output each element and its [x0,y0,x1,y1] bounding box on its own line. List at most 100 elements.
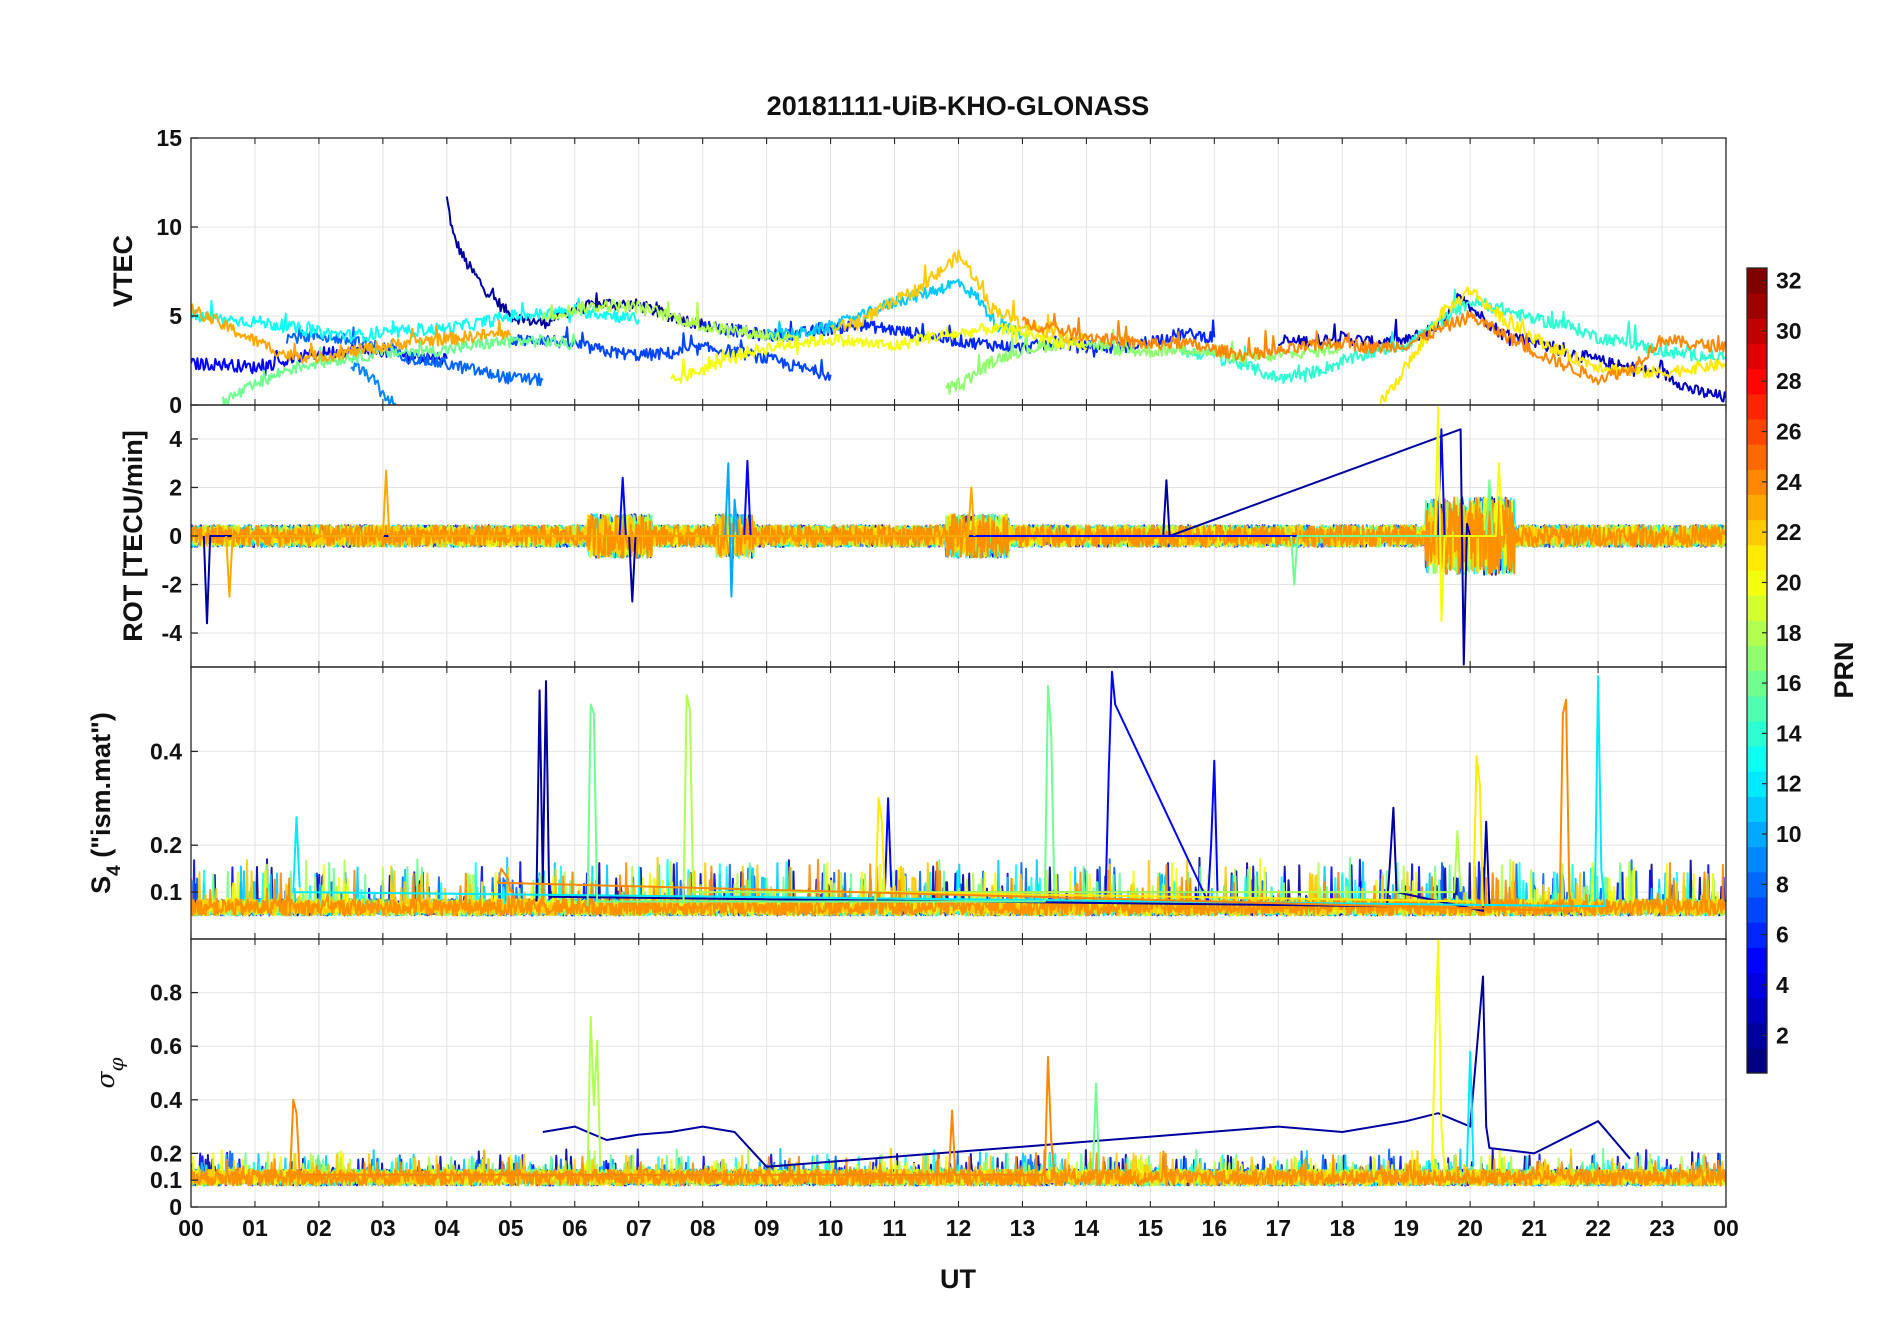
sigma-symbol: σ [91,1071,120,1089]
colorbar-step [1747,268,1767,294]
colorbar-tick-label: 26 [1776,419,1802,445]
s4-series-prn-12 [292,675,1606,908]
colorbar-tick-label: 16 [1776,670,1802,696]
vtec-y-ticks: 0 5 10 15 [156,125,1727,418]
colorbar-step [1747,922,1767,948]
sigma-phi-y-ticks: 00.10.2 0.4 0.6 0.8 [150,939,1727,1220]
colorbar-tick-label: 28 [1776,368,1802,394]
colorbar-step [1747,418,1767,445]
colorbar-step [1747,645,1767,672]
x-tick-label: 03 [370,1215,396,1241]
x-tick-label: 04 [434,1215,460,1241]
x-tick-label: 00 [178,1215,204,1241]
x-tick-label: 10 [818,1215,844,1241]
colorbar-step [1747,972,1767,999]
sigma-series-prn-2 [542,975,1631,1168]
rot-ylabel: ROT [TECU/min] [118,430,148,641]
sigma-series-prn-12 [1466,1050,1475,1167]
colorbar-step [1747,695,1767,722]
colorbar-tick-label: 6 [1776,922,1789,948]
x-tick-label: 09 [754,1215,780,1241]
rot-ytick-label: -2 [162,572,182,598]
vtec-series-prn-13 [191,297,640,343]
colorbar-step [1747,595,1767,621]
s4-ytick-label: 0.1 [150,879,182,905]
s4-panel: 0.1 0.2 0.4 S4 ("ism.mat") [86,666,1727,940]
x-tick-label: 23 [1649,1215,1675,1241]
colorbar-label: PRN [1829,641,1859,698]
colorbar-step [1747,1047,1767,1074]
colorbar-step [1747,997,1767,1024]
vtec-series-prn-9 [350,361,397,405]
s4-noise-prn-24 [191,858,1726,917]
x-tick-label: 12 [946,1215,972,1241]
colorbar-step [1747,1022,1767,1049]
colorbar-tick-label: 14 [1776,720,1802,746]
x-tick-label: 14 [1074,1215,1100,1241]
phi-subscript: φ [104,1057,128,1071]
colorbar-step [1747,720,1767,747]
colorbar-step [1747,293,1767,319]
colorbar-tick-label: 12 [1776,771,1802,797]
x-tick-label: 07 [626,1215,652,1241]
colorbar-step [1747,745,1767,772]
s4-traces [191,670,1726,917]
rot-ytick-label: -4 [162,620,183,646]
s4-y-ticks: 0.1 0.2 0.4 [150,667,1727,939]
vtec-series-prn-16 [222,333,576,405]
x-tick-label: 16 [1202,1215,1228,1241]
x-tick-label: 15 [1138,1215,1164,1241]
vtec-ytick-label: 0 [169,392,182,418]
x-tick-label: 18 [1329,1215,1355,1241]
vtec-series-prn-22 [830,249,1088,344]
sigma-ytick-label: 0.2 [150,1140,182,1166]
colorbar-tick-label: 4 [1776,972,1789,998]
s4-series-prn-5 [883,670,1219,903]
rot-series-prn-10 [724,462,739,598]
rot-series-prn-5 [618,428,1446,537]
rot-noise-prn-24 [191,496,1726,575]
s4-ylabel: S4 ("ism.mat") [86,712,125,894]
chart-title: 20181111-UiB-KHO-GLONASS [767,91,1150,121]
colorbar-tick-label: 8 [1776,871,1789,897]
s4-series-prn-18 [682,694,1462,902]
sigma-ytick-label: 0.6 [150,1033,182,1059]
x-tick-label: 05 [498,1215,524,1241]
colorbar-tick-label: 20 [1776,569,1802,595]
colorbar-step [1747,947,1767,973]
vtec-series-prn-20 [670,322,1088,384]
colorbar-step [1747,494,1767,521]
vtec-ytick-label: 15 [156,125,182,151]
sigma-series-prn-24 [289,1055,1056,1176]
sigma-ytick-label: 0.8 [150,980,182,1006]
x-tick-label: 06 [562,1215,588,1241]
sigma-noise-prn-24 [191,1149,1726,1187]
vtec-series-prn-23 [191,303,512,364]
sigma-ytick-label: 0.4 [150,1087,182,1113]
x-tick-label: 00 [1713,1215,1739,1241]
sigma-ytick-label: 0 [169,1194,182,1220]
vtec-series-prn-14 [1181,288,1726,385]
colorbar-step [1747,871,1767,898]
colorbar-step [1747,569,1767,596]
sigma-series-prn-20 [1430,939,1446,1170]
vtec-traces [191,196,1726,405]
colorbar-step [1747,469,1767,496]
x-tick-label: 01 [242,1215,268,1241]
x-tick-label: 21 [1521,1215,1547,1241]
s4-ytick-label: 0.2 [150,832,182,858]
rot-y-ticks: -4 -2 0 2 4 [162,405,1727,667]
colorbar-tick-label: 24 [1776,469,1802,495]
colorbar-tick-label: 32 [1776,268,1802,294]
x-tick-label: 17 [1265,1215,1291,1241]
colorbar-step [1747,544,1767,571]
x-tick-label: 19 [1393,1215,1419,1241]
vtec-series-prn-24 [1021,310,1726,386]
rot-ytick-label: 2 [169,474,182,500]
rot-ytick-label: 0 [169,523,182,549]
colorbar-tick-label: 2 [1776,1022,1789,1048]
s4-ylabel-subscript: 4 [104,865,125,876]
s4-ytick-label: 0.4 [150,738,182,764]
